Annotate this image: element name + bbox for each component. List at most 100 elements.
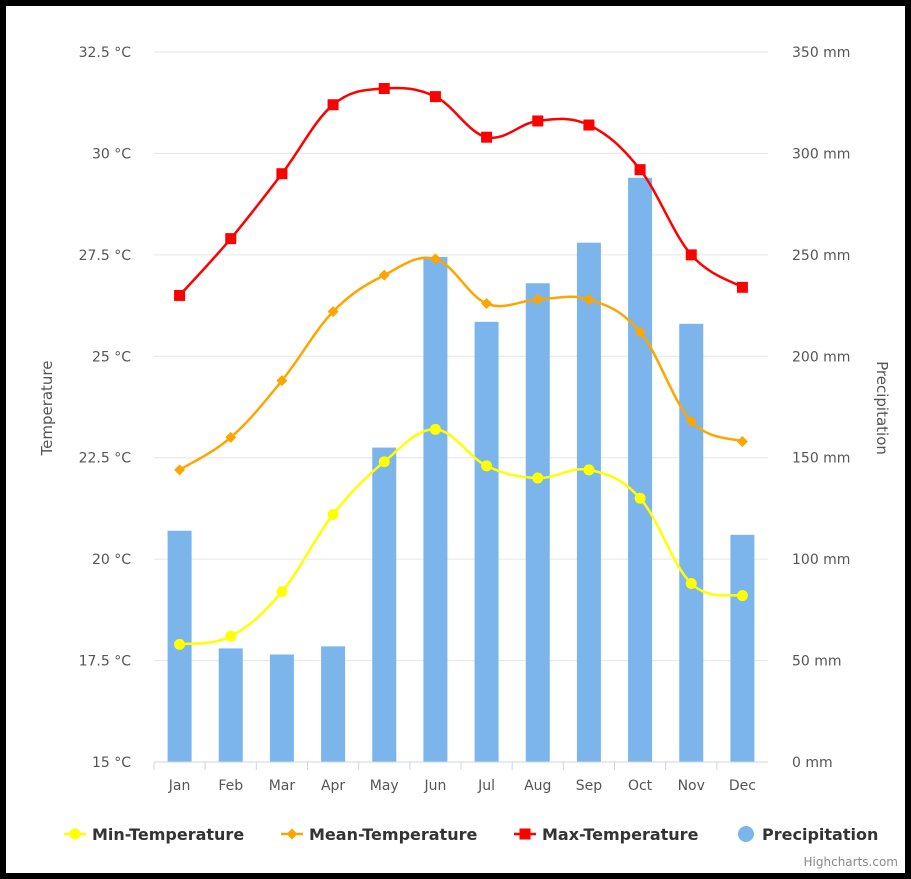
precipitation-bar <box>628 177 653 762</box>
y-axis-left-title: Temperature <box>38 360 56 456</box>
precipitation-bar <box>576 242 601 762</box>
x-axis-ticks: Jan Feb Mar Apr May Jun Jul Aug Sep Oct Nov Dec <box>153 762 756 794</box>
x-tick-label: Aug <box>524 778 551 794</box>
x-tick-label: Jul <box>477 778 495 794</box>
y-left-tick-label: 20 °C <box>92 552 131 568</box>
min-temperature-point <box>225 630 237 642</box>
max-temperature-point <box>685 249 697 261</box>
max-temperature-point <box>583 119 595 131</box>
max-temperature-point <box>481 131 493 143</box>
y-left-tick-label: 17.5 °C <box>79 654 132 670</box>
min-temperature-point <box>174 638 186 650</box>
precipitation-bar <box>679 323 704 762</box>
series-markers <box>174 83 748 650</box>
mean-temperature-line <box>178 256 743 471</box>
y-left-tick-label: 32.5 °C <box>79 45 132 61</box>
y-left-tick-label: 22.5 °C <box>79 451 132 467</box>
legend-symbol <box>519 828 531 840</box>
y-left-tick-label: 30 °C <box>92 146 131 162</box>
legend-item-mean-temperature[interactable]: Mean-Temperature <box>281 825 477 844</box>
precipitation-bar <box>372 447 397 762</box>
x-tick-label: May <box>370 778 399 794</box>
max-temperature-point <box>634 164 646 176</box>
mean-temperature-point <box>378 269 390 281</box>
max-temperature-point <box>532 115 544 127</box>
max-temperature-point <box>378 83 390 95</box>
min-temperature-point <box>634 492 646 504</box>
legend-symbol <box>69 828 81 840</box>
right-axis-ticks: 0 mm 50 mm 100 mm 150 mm 200 mm 250 mm 300 mm 3… <box>792 45 850 771</box>
max-temperature-point <box>174 289 186 301</box>
legend-symbol <box>286 828 298 840</box>
legend-symbol <box>738 826 754 842</box>
y-right-tick-label: 250 mm <box>792 248 850 264</box>
left-axis-ticks: 15 °C 17.5 °C 20 °C 22.5 °C 25 °C 27.5 °C 30 °… <box>79 45 132 771</box>
max-temperature-line <box>178 86 744 297</box>
mean-temperature-point <box>583 293 595 305</box>
precipitation-bar <box>474 321 499 762</box>
mean-temperature-point <box>276 375 288 387</box>
legend-label: Min-Temperature <box>92 825 244 844</box>
credit[interactable]: Highcharts.com <box>804 855 898 869</box>
legend-label: Max-Temperature <box>542 825 699 844</box>
max-temperature-point <box>429 91 441 103</box>
y-left-tick-label: 25 °C <box>92 349 131 365</box>
precipitation-bar <box>321 646 346 762</box>
y-axis-right-title: Precipitation <box>873 361 891 455</box>
x-tick-label: Nov <box>678 778 705 794</box>
x-tick-label: Oct <box>628 778 653 794</box>
mean-temperature-point <box>736 435 748 447</box>
x-tick-label: Jun <box>423 778 446 794</box>
x-tick-label: Jan <box>168 778 191 794</box>
x-tick-label: Mar <box>269 778 296 794</box>
min-temperature-point <box>481 460 493 472</box>
min-temperature-point <box>583 464 595 476</box>
x-tick-label: Dec <box>729 778 756 794</box>
min-temperature-point <box>276 586 288 598</box>
min-temperature-point <box>685 577 697 589</box>
y-left-tick-label: 15 °C <box>92 755 131 771</box>
y-right-tick-label: 300 mm <box>792 146 850 162</box>
x-tick-label: Feb <box>218 778 243 794</box>
precipitation-bar <box>218 648 243 762</box>
legend-item-min-temperature[interactable]: Min-Temperature <box>64 825 244 844</box>
min-temperature-point <box>378 456 390 468</box>
min-temperature-point <box>327 509 339 521</box>
x-tick-label: Sep <box>576 778 603 794</box>
mean-temperature-point <box>685 415 697 427</box>
y-right-tick-label: 100 mm <box>792 552 850 568</box>
min-temperature-point <box>532 472 544 484</box>
temperature-lines <box>178 86 744 646</box>
chart: 15 °C 17.5 °C 20 °C 22.5 °C 25 °C 27.5 °C 30 °… <box>38 45 898 869</box>
mean-temperature-point <box>174 464 186 476</box>
legend-label: Precipitation <box>762 825 878 844</box>
precipitation-bar <box>269 654 294 762</box>
y-right-tick-label: 350 mm <box>792 45 850 61</box>
legend-label: Mean-Temperature <box>309 825 477 844</box>
min-temperature-point <box>429 423 441 435</box>
legend: Min-Temperature Mean-Temperature Max-Tempe… <box>64 825 878 844</box>
x-tick-label: Apr <box>321 778 345 794</box>
chart-frame: 15 °C 17.5 °C 20 °C 22.5 °C 25 °C 27.5 °C 30 °… <box>6 6 905 873</box>
y-right-tick-label: 50 mm <box>792 654 842 670</box>
mean-temperature-point <box>225 431 237 443</box>
mean-temperature-point <box>327 306 339 318</box>
max-temperature-point <box>225 233 237 245</box>
gridlines <box>154 51 768 662</box>
max-temperature-point <box>327 99 339 111</box>
y-right-tick-label: 200 mm <box>792 349 850 365</box>
y-right-tick-label: 150 mm <box>792 451 850 467</box>
max-temperature-point <box>736 281 748 293</box>
precipitation-bar <box>730 534 755 762</box>
precipitation-bar <box>423 256 448 762</box>
precipitation-bar <box>525 283 550 762</box>
max-temperature-point <box>276 168 288 180</box>
min-temperature-line <box>179 428 743 646</box>
legend-item-max-temperature[interactable]: Max-Temperature <box>514 825 699 844</box>
mean-temperature-point <box>481 298 493 310</box>
precipitation-bars <box>167 177 755 762</box>
y-right-tick-label: 0 mm <box>792 755 833 771</box>
min-temperature-point <box>736 590 748 602</box>
mean-temperature-point <box>532 293 544 305</box>
legend-item-precipitation[interactable]: Precipitation <box>738 825 878 844</box>
